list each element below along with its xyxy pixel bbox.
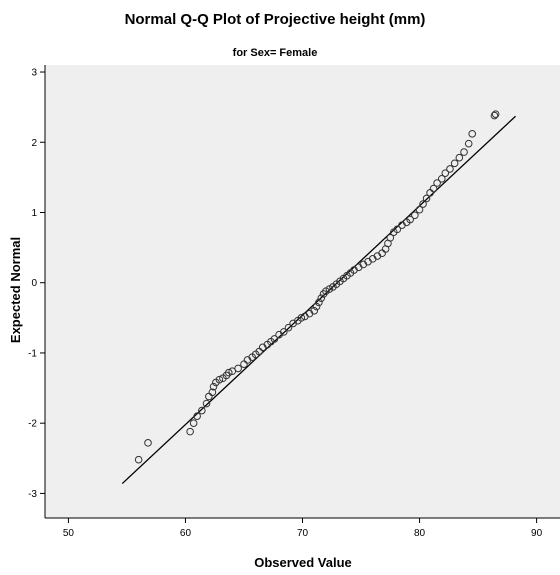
data-point [208, 388, 217, 397]
data-point [415, 205, 424, 214]
data-point [468, 130, 477, 138]
data-point [455, 153, 464, 162]
data-point [490, 111, 499, 120]
data-point [279, 328, 288, 336]
x-tick-label: 90 [531, 528, 543, 539]
data-point [419, 200, 427, 208]
data-point [441, 169, 450, 177]
chart-subtitle: for Sex= Female [233, 47, 318, 59]
data-point [234, 364, 242, 373]
data-point [446, 165, 454, 173]
data-point [317, 294, 326, 302]
x-axis-label: Observed Value [254, 555, 352, 570]
data-point [460, 148, 468, 156]
data-point [422, 194, 431, 203]
data-point [450, 159, 459, 168]
data-point [284, 323, 293, 332]
x-axis: 50 60 70 80 90 [45, 517, 560, 539]
data-point [429, 184, 438, 193]
reference-line [121, 115, 516, 485]
data-point [406, 215, 414, 224]
x-tick-label: 50 [63, 528, 75, 539]
reference-line-group [121, 115, 516, 485]
data-point [134, 455, 143, 464]
data-point [386, 233, 395, 242]
data-point [186, 427, 194, 436]
y-axis-label: Expected Normal [8, 237, 23, 343]
y-axis: -3 -2 -1 0 1 2 3 [28, 65, 46, 518]
data-points [134, 110, 500, 464]
y-tick-label: 0 [31, 278, 37, 289]
data-point [193, 412, 201, 420]
data-point [310, 307, 319, 315]
y-tick-label: -3 [28, 489, 37, 500]
chart-title: Normal Q-Q Plot of Projective height (mm… [125, 11, 426, 28]
y-tick-label: -1 [28, 348, 37, 359]
y-tick-label: 1 [31, 208, 37, 219]
data-point [215, 375, 224, 384]
data-point [144, 439, 152, 447]
data-point [209, 382, 218, 391]
x-tick-label: 80 [414, 528, 426, 539]
data-point [433, 179, 441, 187]
data-point [464, 139, 473, 148]
plot-area [45, 65, 560, 518]
data-point [393, 225, 402, 234]
data-point [189, 419, 198, 427]
data-point [202, 399, 211, 408]
data-point [411, 211, 419, 220]
x-tick-label: 60 [180, 528, 192, 539]
data-point [198, 406, 206, 415]
data-point [312, 302, 321, 311]
data-point [315, 298, 323, 307]
data-point [491, 110, 500, 118]
data-point [297, 314, 306, 322]
x-tick-label: 70 [297, 528, 309, 539]
data-point [437, 174, 446, 183]
y-tick-label: 3 [31, 68, 37, 79]
data-point [224, 368, 233, 377]
data-point [270, 335, 279, 343]
y-tick-label: 2 [31, 138, 37, 149]
y-tick-label: -2 [28, 419, 37, 430]
